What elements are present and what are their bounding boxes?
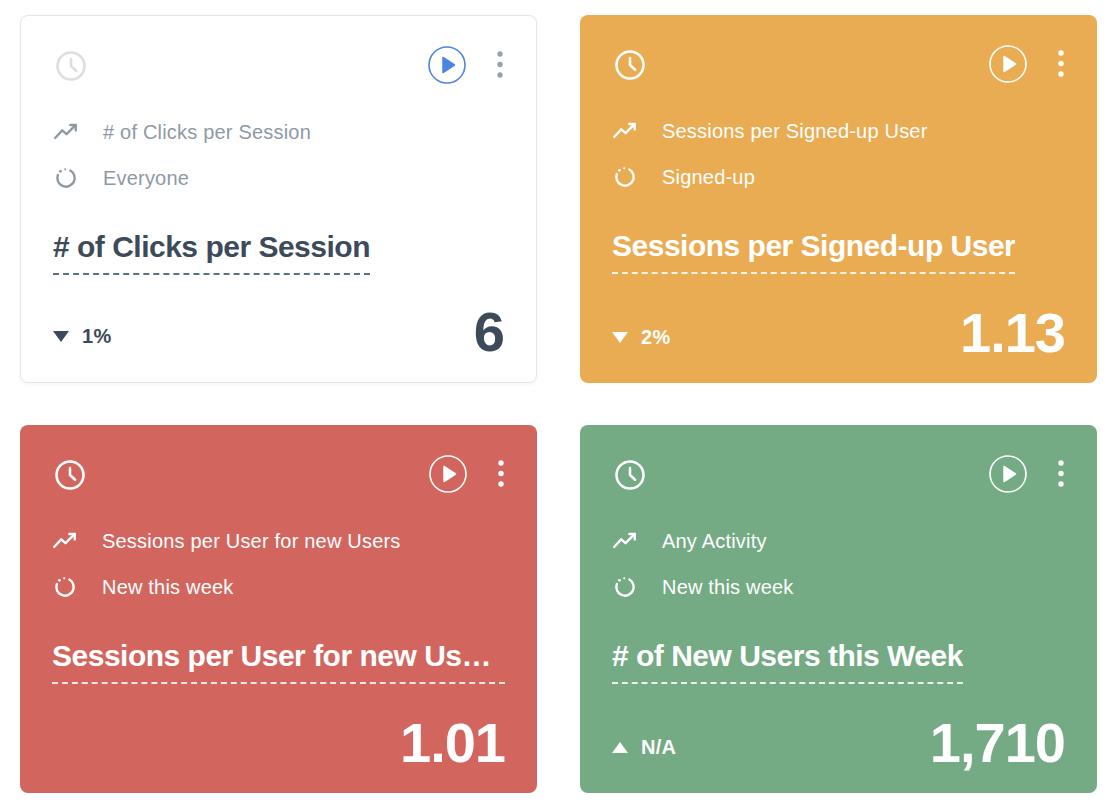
kebab-menu-icon[interactable] (496, 50, 504, 80)
metric-value: 1.01 (400, 715, 505, 771)
card-footer: 1% 6 (53, 304, 504, 360)
trending-up-icon (53, 119, 79, 145)
play-button[interactable] (428, 46, 466, 84)
card-footer: 1.01 (52, 715, 505, 771)
metric-label: Any Activity (662, 530, 767, 553)
cohort-row: Everyone (53, 164, 504, 192)
card-footer: 2% 1.13 (612, 305, 1065, 361)
change-label: N/A (641, 736, 676, 759)
metric-row: Sessions per Signed-up User (612, 117, 1065, 145)
kpi-card-new-users-this-week: Any Activity New this week # of New User… (580, 425, 1097, 793)
card-header (52, 455, 505, 493)
change-indicator: 2% (612, 326, 671, 349)
cohort-row: New this week (52, 573, 505, 601)
metric-row: # of Clicks per Session (53, 118, 504, 146)
dashboard-grid: # of Clicks per Session Everyone # of Cl… (0, 0, 1112, 793)
trending-up-icon (612, 528, 638, 554)
trending-up-icon (612, 118, 638, 144)
clock-icon (612, 47, 648, 83)
card-title[interactable]: Sessions per Signed-up User (612, 229, 1015, 274)
metric-row: Any Activity (612, 527, 1065, 555)
change-indicator: 1% (53, 325, 112, 348)
metric-label: # of Clicks per Session (103, 121, 311, 144)
card-title[interactable]: # of Clicks per Session (53, 230, 370, 275)
clock-icon (612, 457, 648, 493)
metric-label: Sessions per User for new Users (102, 530, 401, 553)
cohort-loop-icon (53, 165, 79, 191)
cohort-loop-icon (612, 574, 638, 600)
change-triangle-icon (612, 332, 628, 343)
change-label: 2% (641, 326, 671, 349)
metric-row: Sessions per User for new Users (52, 527, 505, 555)
metric-value: 1,710 (930, 715, 1065, 771)
change-triangle-icon (53, 331, 69, 342)
kpi-card-sessions-per-signed-up-user: Sessions per Signed-up User Signed-up Se… (580, 15, 1097, 383)
cohort-label: Signed-up (662, 166, 755, 189)
card-footer: N/A 1,710 (612, 715, 1065, 771)
kpi-card-clicks-per-session: # of Clicks per Session Everyone # of Cl… (20, 15, 537, 383)
kebab-menu-icon[interactable] (497, 459, 505, 489)
cohort-row: Signed-up (612, 163, 1065, 191)
cohort-label: Everyone (103, 167, 189, 190)
play-button[interactable] (429, 455, 467, 493)
card-header (612, 455, 1065, 493)
kebab-menu-icon[interactable] (1057, 49, 1065, 79)
card-header (612, 45, 1065, 83)
trending-up-icon (52, 528, 78, 554)
card-header (53, 46, 504, 84)
clock-icon (53, 48, 89, 84)
play-button[interactable] (989, 45, 1027, 83)
card-title[interactable]: Sessions per User for new Users (52, 639, 505, 684)
metric-value: 6 (474, 304, 504, 360)
change-triangle-icon (612, 742, 628, 753)
cohort-loop-icon (612, 164, 638, 190)
cohort-loop-icon (52, 574, 78, 600)
play-button[interactable] (989, 455, 1027, 493)
change-indicator: N/A (612, 736, 676, 759)
cohort-row: New this week (612, 573, 1065, 601)
card-title[interactable]: # of New Users this Week (612, 639, 963, 684)
change-label: 1% (82, 325, 112, 348)
cohort-label: New this week (102, 576, 234, 599)
kpi-card-sessions-per-user-new-users: Sessions per User for new Users New this… (20, 425, 537, 793)
metric-value: 1.13 (960, 305, 1065, 361)
metric-label: Sessions per Signed-up User (662, 120, 928, 143)
kebab-menu-icon[interactable] (1057, 459, 1065, 489)
clock-icon (52, 457, 88, 493)
cohort-label: New this week (662, 576, 794, 599)
